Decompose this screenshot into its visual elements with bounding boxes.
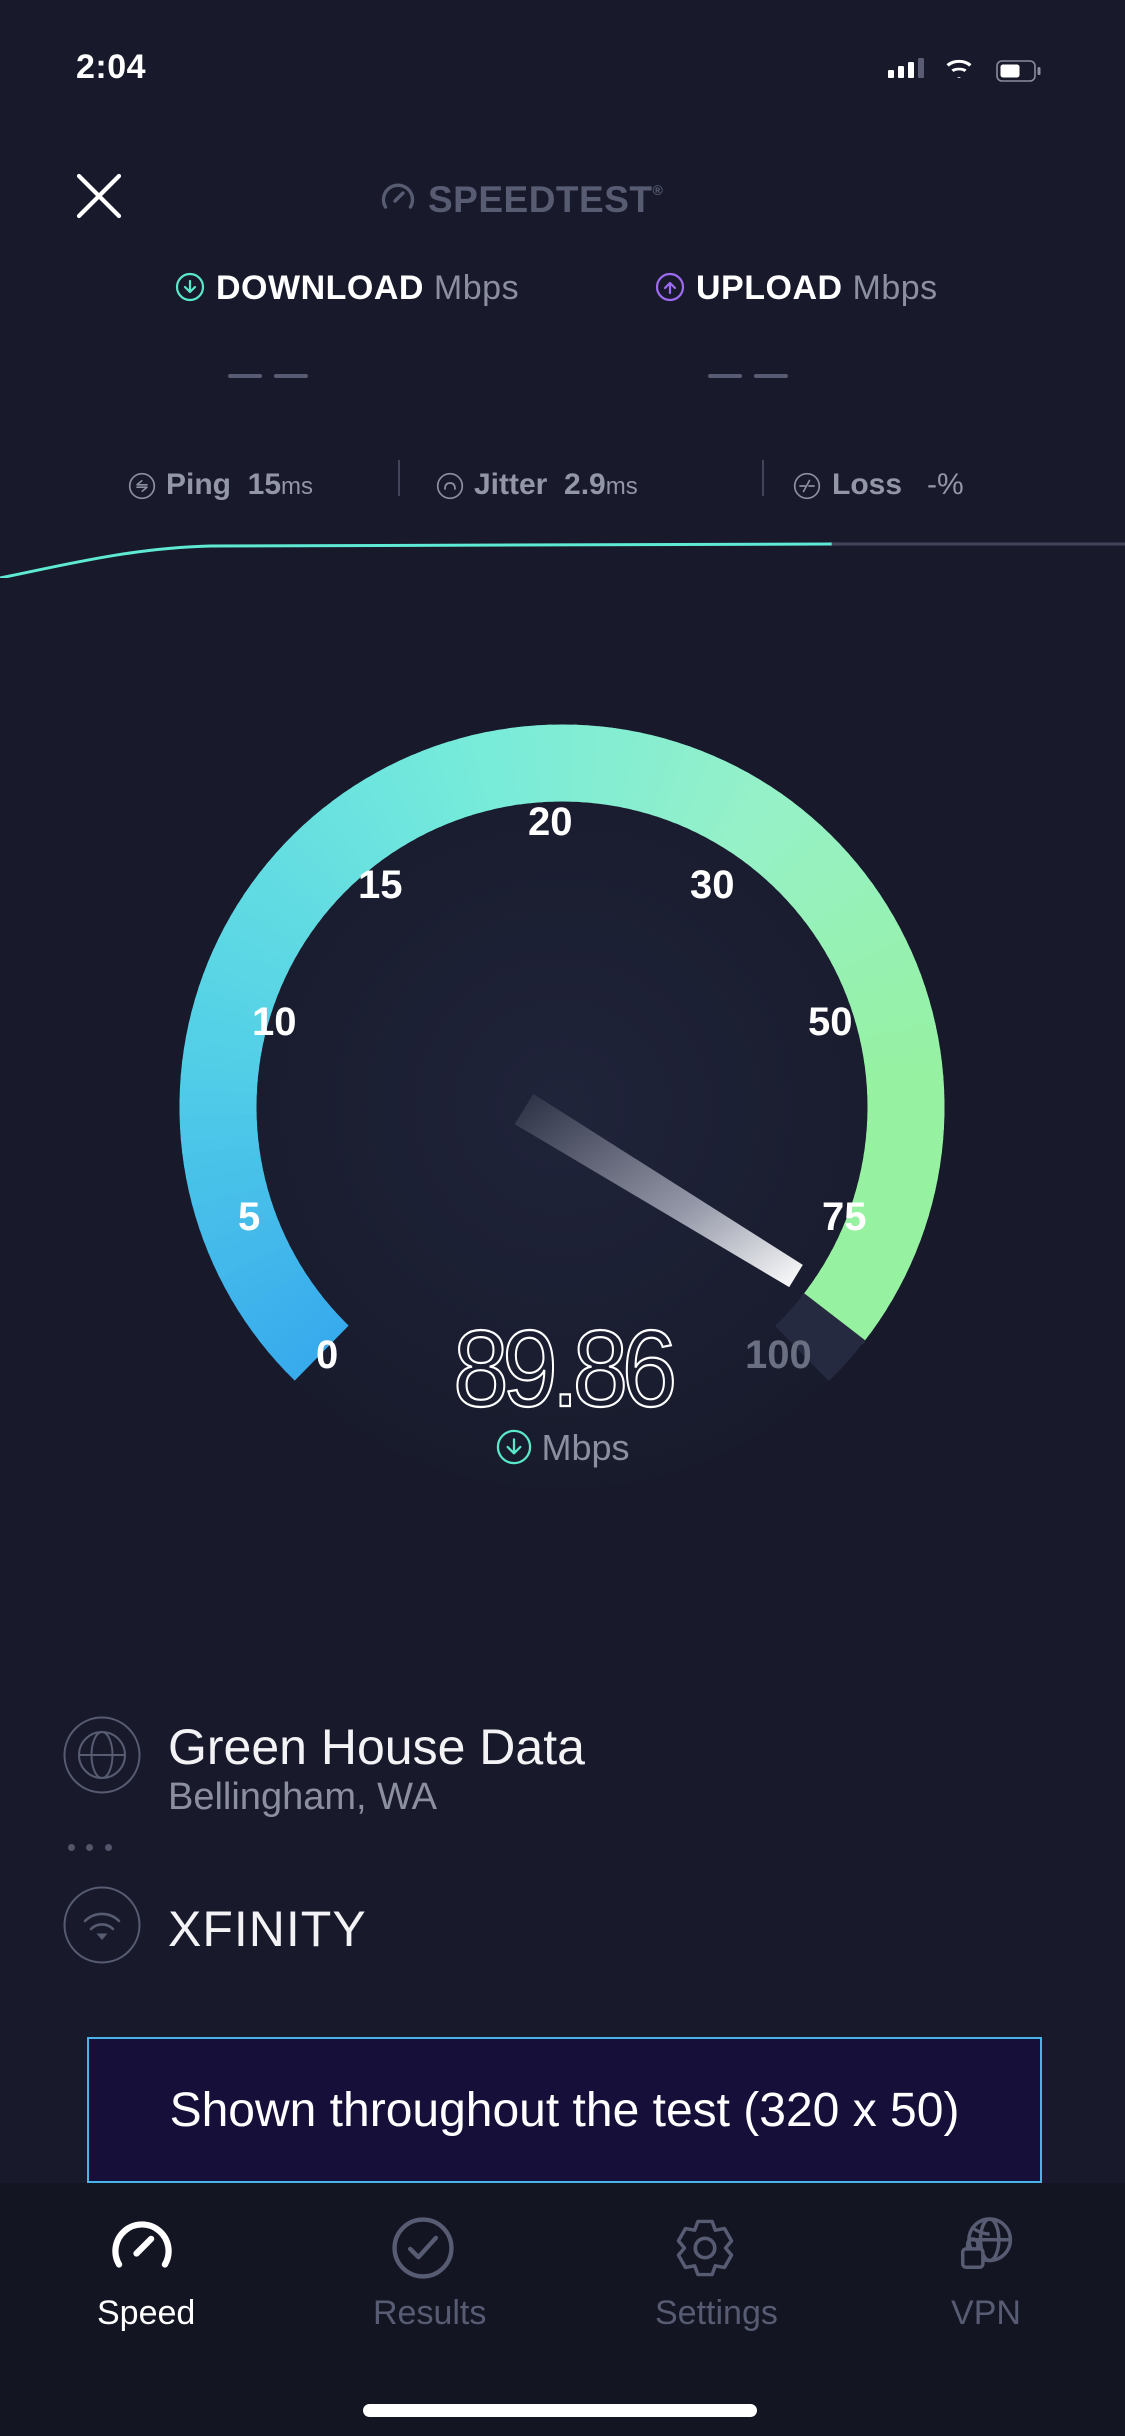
svg-text:89.86: 89.86 [453,1308,673,1430]
